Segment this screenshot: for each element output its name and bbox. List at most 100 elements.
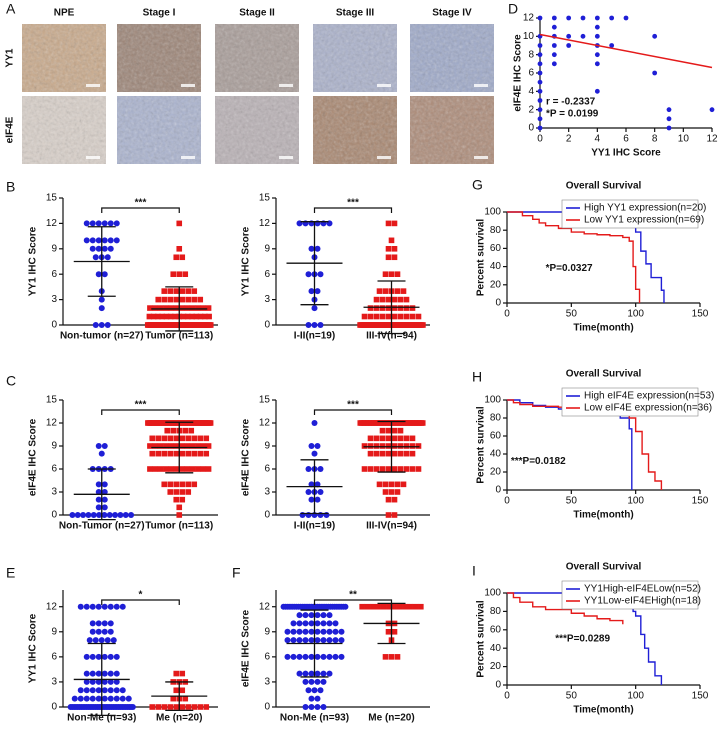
dot [95,628,102,635]
dot [409,450,416,457]
y-tick-label: 0 [51,320,57,331]
dot [391,443,398,449]
dot [200,305,207,311]
dot [110,637,117,644]
dot [403,450,410,457]
y-tick-label: 100 [484,588,501,599]
dot [338,628,345,635]
dot [107,687,114,694]
dot [409,443,416,449]
x-tick-label: Tumor (n=113) [145,331,213,342]
y-tick-label: 9 [51,626,57,637]
dot [95,245,102,252]
dot [83,678,90,685]
dot [308,628,315,635]
dot [308,496,315,503]
dot [320,628,327,635]
dot [314,628,321,635]
y-tick-label: 12 [46,601,58,612]
dot [149,435,156,442]
dot [385,427,392,434]
dot [113,678,120,685]
dot [361,466,368,472]
x-axis-label: Time(month) [573,705,633,716]
dot [302,637,309,644]
point [537,52,543,58]
dot [161,704,168,710]
panel-label: C [6,373,16,389]
dot [168,443,175,449]
dot [385,512,392,518]
point [551,24,557,30]
error-bar [87,642,116,717]
significance-bracket [101,409,180,415]
dot [155,296,162,303]
dot [113,237,120,244]
point [594,33,600,39]
dot [200,466,207,472]
annotation: r = -0.2337 [546,97,596,108]
y-tick-label: 6 [51,464,57,475]
dot [167,296,174,303]
dot [86,637,93,644]
dot [296,653,303,660]
dot [302,678,309,685]
dot [391,603,397,610]
dot [320,612,327,619]
annotation: *P = 0.0199 [546,109,599,120]
dot [98,637,105,644]
dot [191,288,198,294]
dot [373,435,380,442]
dot [373,450,380,457]
dot [326,620,333,627]
dot [326,628,333,635]
dot [83,687,90,694]
dot [382,489,389,495]
dot [415,313,422,320]
scale-bar [377,156,391,159]
dot [163,466,169,472]
y-axis-label: eIF4E IHC Score [513,34,524,112]
dot [391,496,398,503]
dot [112,512,119,518]
dot [77,603,84,610]
y-tick-label: 60 [490,624,502,635]
x-tick-label: 50 [566,691,578,702]
dot [320,670,327,677]
dot [101,271,108,278]
dot [195,305,201,311]
scale-bar [377,84,391,87]
dot [176,220,183,227]
dot [308,481,315,488]
dot [104,637,111,644]
dot [391,435,398,442]
dot [185,481,192,488]
dot [367,443,374,449]
legend-label: Low YY1 expression(n=69) [584,215,704,226]
dot [119,603,126,610]
dot [308,612,315,619]
dot [179,481,186,488]
dot [403,466,410,472]
dot [80,512,87,518]
dot [284,653,291,660]
dot [170,427,177,434]
dot [367,435,374,442]
dot [385,466,392,472]
y-tick-label: 80 [490,606,502,617]
dot [388,654,395,660]
dot [409,313,416,320]
x-tick-label: 50 [566,496,578,507]
dot [92,322,99,328]
significance-bracket [101,207,180,213]
point [551,43,557,48]
dot [173,489,180,495]
dot [373,443,380,449]
dot [71,695,78,702]
point [594,52,600,58]
y-tick-label: 3 [264,487,270,498]
y-tick-label: 60 [490,431,502,442]
y-tick-label: 6 [51,651,57,662]
dot [89,628,96,635]
dot [205,466,212,472]
